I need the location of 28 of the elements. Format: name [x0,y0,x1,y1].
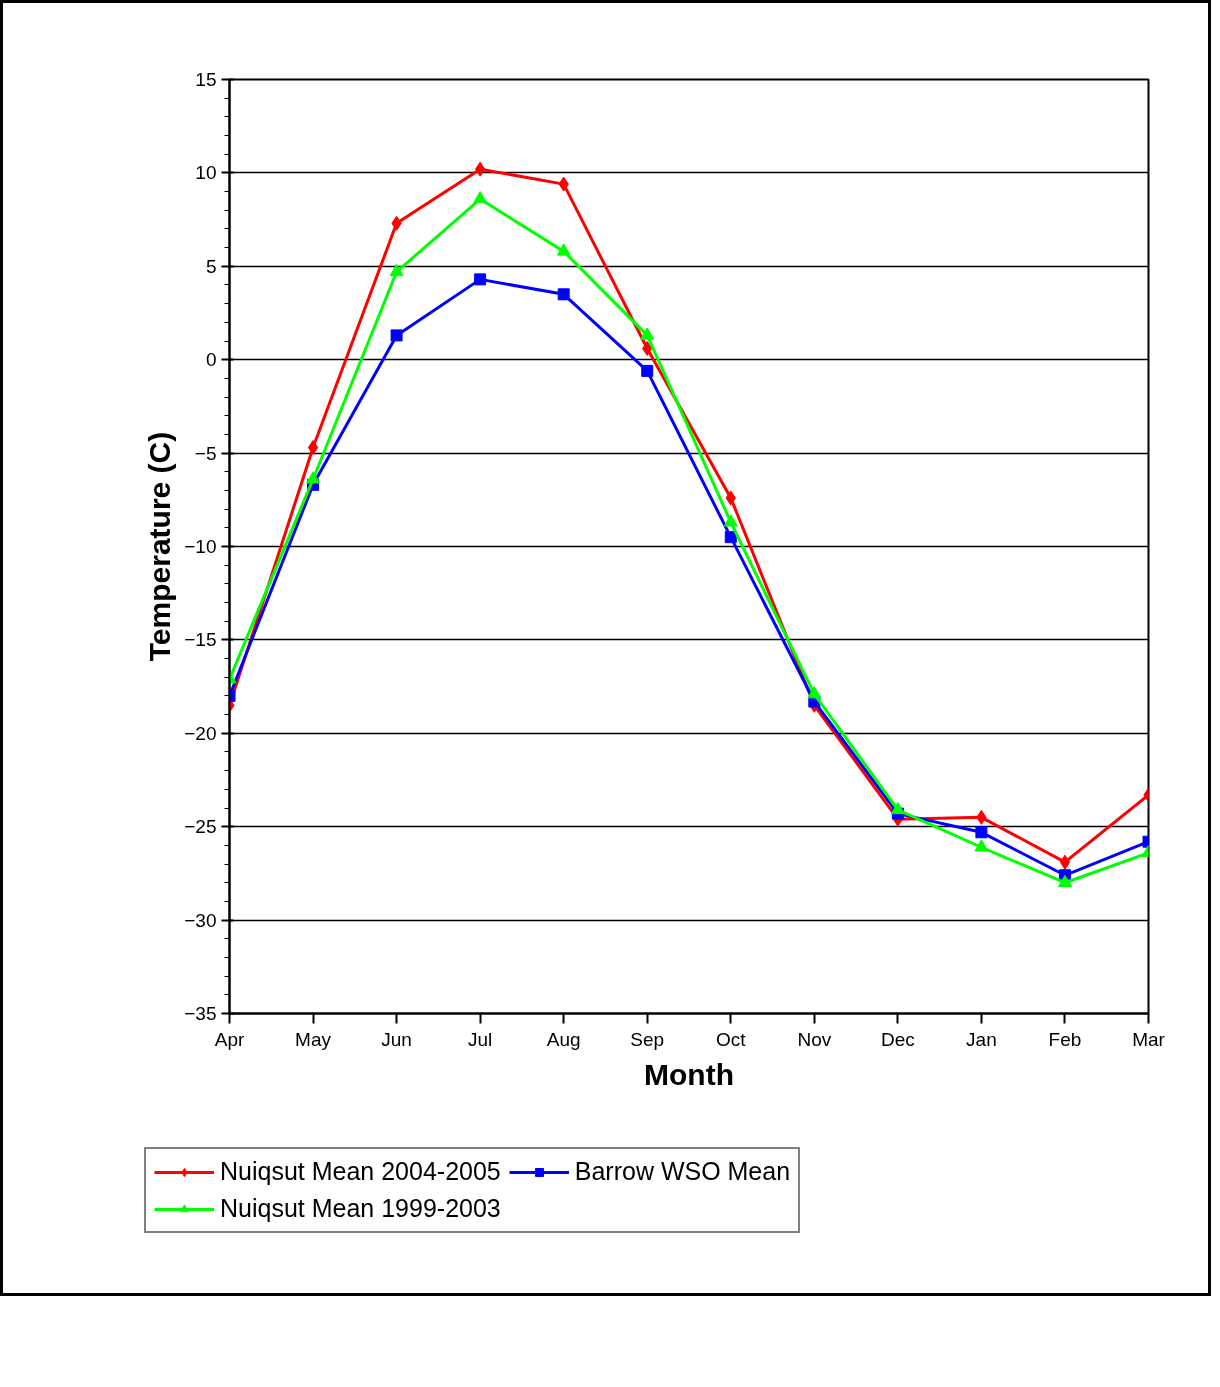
y-tick-label: −5 [194,442,217,464]
x-axis-title: Month [644,1057,734,1091]
x-tick-label: Mar [1132,1028,1166,1050]
x-tick-label: Jun [381,1028,412,1050]
y-tick-label: −35 [184,1003,217,1024]
y-tick-label: −25 [184,816,217,838]
y-tick-label: 15 [195,69,217,90]
x-tick-label: May [295,1028,332,1050]
x-tick-label: Aug [546,1028,581,1050]
x-tick-label: Oct [715,1028,747,1050]
x-tick-label: Nov [797,1028,832,1050]
y-tick-label: 10 [195,162,217,184]
y-tick-label: 0 [205,349,217,371]
legend-label: Nuiqsut Mean 2004-2005 [220,1157,501,1186]
y-tick-label: −10 [184,536,217,557]
legend-label: Barrow WSO Mean [574,1157,791,1186]
y-tick-label: 5 [205,255,217,277]
y-tick-label: −30 [184,909,217,931]
x-tick-label: Feb [1048,1028,1082,1050]
x-tick-label: Dec [880,1028,915,1050]
x-tick-label: Apr [214,1028,245,1050]
x-tick-label: Jul [467,1028,493,1050]
y-tick-label: −15 [184,629,217,651]
x-tick-label: Sep [630,1028,665,1050]
x-tick-label: Jan [966,1028,997,1050]
legend-label: Nuiqsut Mean 1999-2003 [220,1194,501,1223]
y-axis-title: Temperature (C) [143,431,177,662]
y-tick-label: −20 [184,722,217,744]
